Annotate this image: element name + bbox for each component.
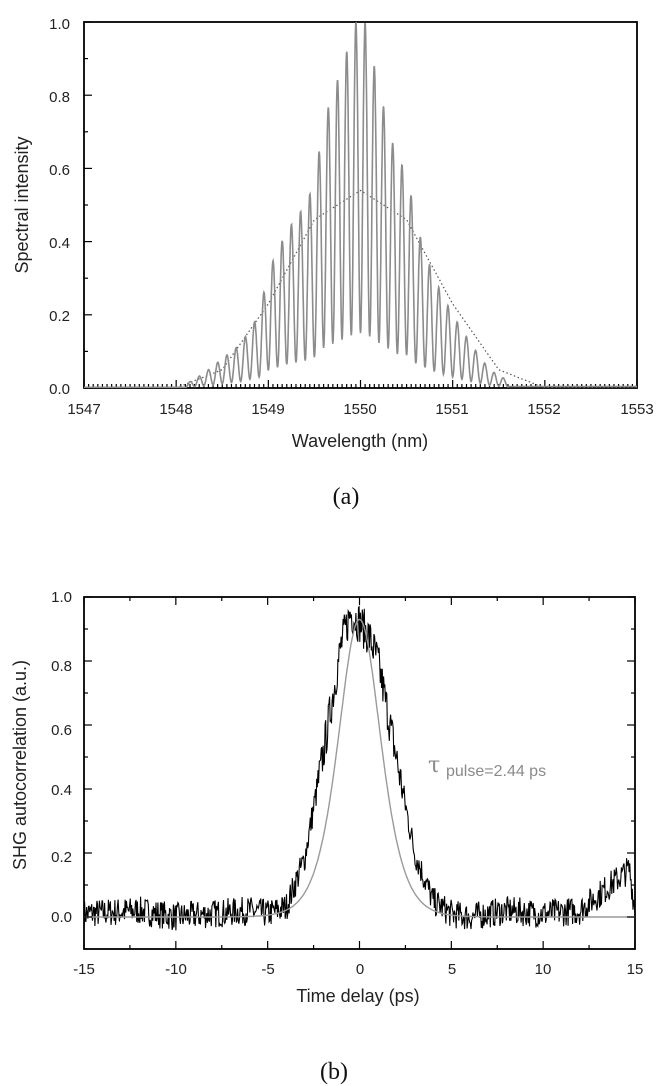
x-tick-a-5: 1552 <box>527 401 560 418</box>
plot-b-frame <box>83 596 636 950</box>
x-tick-b-0: -15 <box>73 961 95 978</box>
y-tick-b-1: 0.2 <box>51 849 72 866</box>
x-tick-b-4: 5 <box>448 961 456 978</box>
x-tick-b-3: 0 <box>356 961 364 978</box>
y-tick-b-2: 0.4 <box>51 782 72 799</box>
caption-b: (b) <box>320 1059 348 1085</box>
y-tick-b-3: 0.6 <box>51 722 72 739</box>
y-axis-title-a: Spectral intensity <box>12 136 32 273</box>
series-fit-curve <box>84 618 635 918</box>
x-axis-title-a: Wavelength (nm) <box>292 431 428 451</box>
x-tick-a-2: 1549 <box>251 401 284 418</box>
y-tick-a-1: 0.2 <box>49 308 70 325</box>
y-axis-title-b: SHG autocorrelation (a.u.) <box>10 660 30 870</box>
tau-symbol: τ <box>428 753 440 778</box>
y-tick-a-2: 0.4 <box>49 235 70 252</box>
y-tick-a-4: 0.8 <box>49 89 70 106</box>
series-measured-trace <box>84 605 635 931</box>
x-tick-b-5: 10 <box>535 961 552 978</box>
y-tick-a-0: 0.0 <box>49 381 70 398</box>
y-tick-b-5: 1.0 <box>51 589 72 606</box>
panel-b: τ pulse=2.44 ps 0.0 0.2 0.4 0.6 0.8 1.0 … <box>10 589 643 1085</box>
y-tick-a-5: 1.0 <box>49 16 70 33</box>
x-tick-a-0: 1547 <box>67 401 100 418</box>
x-tick-b-1: -10 <box>165 961 187 978</box>
tick-marks-b <box>83 596 636 950</box>
y-tick-a-3: 0.6 <box>49 162 70 179</box>
pulse-annotation: pulse=2.44 ps <box>446 763 546 780</box>
series-layer-a <box>84 22 637 388</box>
y-tick-b-4: 0.8 <box>51 658 72 675</box>
x-tick-a-3: 1550 <box>343 401 376 418</box>
panel-a: 0.0 0.2 0.4 0.6 0.8 1.0 1547 1548 1549 1… <box>12 16 654 510</box>
y-tick-b-0: 0.0 <box>51 909 72 926</box>
x-axis-title-b: Time delay (ps) <box>296 986 419 1006</box>
x-tick-a-6: 1553 <box>620 401 653 418</box>
series-layer-b <box>84 605 635 931</box>
caption-a: (a) <box>333 484 360 510</box>
x-tick-b-2: -5 <box>261 961 274 978</box>
series-envelope-line <box>84 189 637 388</box>
x-tick-a-1: 1548 <box>159 401 192 418</box>
x-tick-b-6: 15 <box>627 961 644 978</box>
series-spectrum-line <box>84 22 637 388</box>
x-tick-a-4: 1551 <box>435 401 468 418</box>
